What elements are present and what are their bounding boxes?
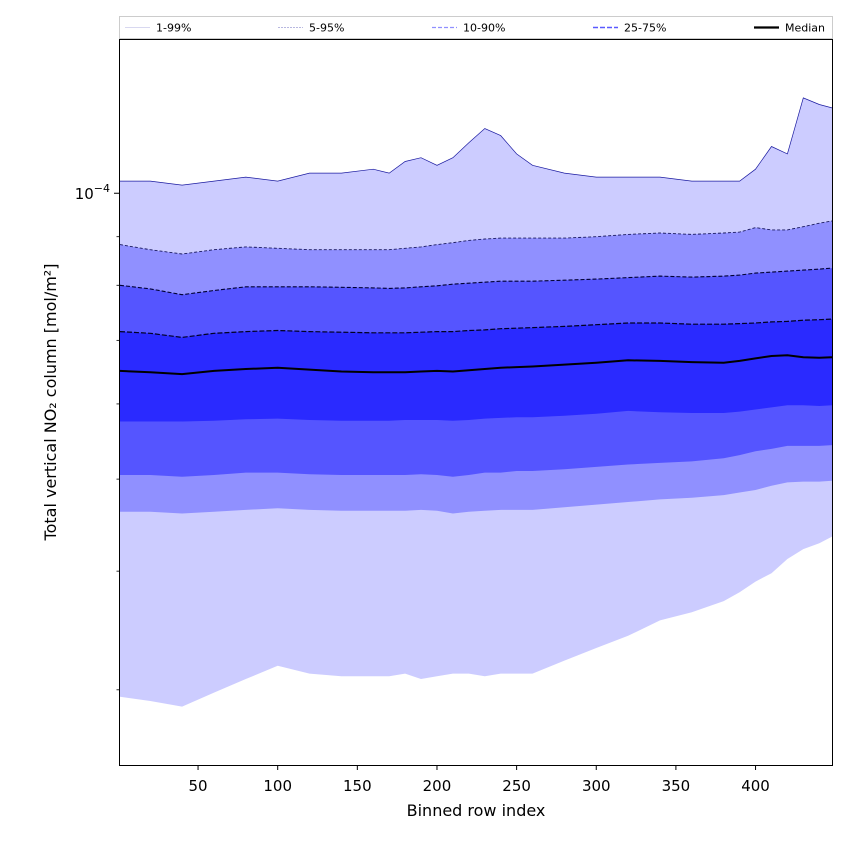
y-tick-label: 10−4 (75, 182, 110, 203)
upper-edge-10-90 (119, 267, 833, 296)
y-axis-ticks: 10−4 (75, 182, 120, 691)
legend-label: 25-75% (624, 22, 666, 35)
legend-label: Median (785, 22, 825, 35)
legend-label: 1-99% (156, 22, 191, 35)
x-tick-label: 100 (263, 777, 292, 795)
x-axis-label: Binned row index (407, 801, 546, 820)
x-tick-label: 250 (502, 777, 531, 795)
legend-label: 10-90% (463, 22, 505, 35)
x-axis-ticks: 50 100 150 200 250 300 350 400 (189, 765, 770, 795)
legend-box (119, 16, 833, 39)
upper-edge-1-99 (120, 97, 833, 186)
x-tick-label: 150 (343, 777, 372, 795)
percentile-bands (120, 97, 832, 707)
x-tick-label: 300 (582, 777, 611, 795)
upper-edge-25-75 (119, 318, 833, 339)
x-tick-label: 400 (741, 777, 770, 795)
x-tick-label: 350 (662, 777, 691, 795)
median-line (119, 354, 833, 376)
y-axis-label: Total vertical NO₂ column [mol/m²] (41, 264, 60, 542)
percentile-edge-lines (119, 97, 833, 376)
legend: 1-99% 5-95% 10-90% 25-75% Median (119, 16, 833, 39)
plot-frame (119, 39, 833, 766)
legend-label: 5-95% (309, 22, 344, 35)
x-tick-label: 200 (423, 777, 452, 795)
upper-edge-5-95 (119, 220, 833, 255)
x-tick-label: 50 (189, 777, 208, 795)
